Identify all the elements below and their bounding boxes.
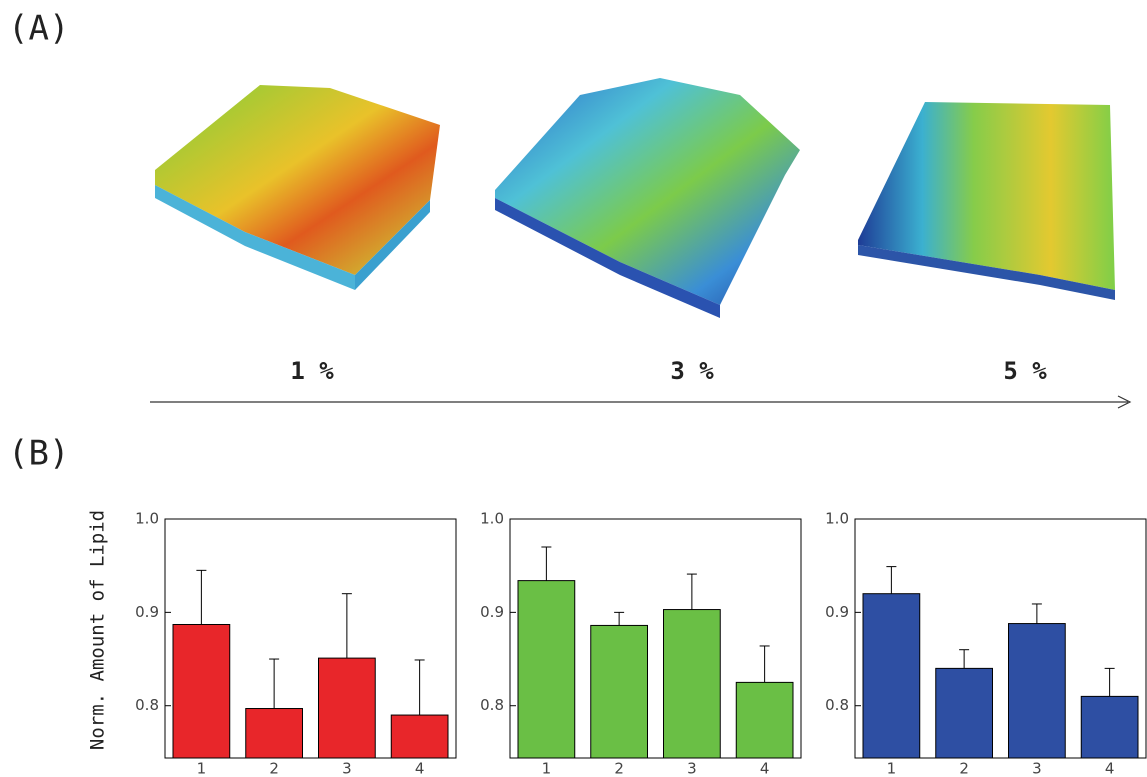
y-tick-label: 0.9 [135, 603, 159, 621]
y-tick-label: 1.0 [480, 510, 504, 528]
figure: (A) 1 % 3 % 5 % (B) Norm. Amount of Lipi… [0, 0, 1147, 777]
bar [518, 581, 575, 758]
x-tick-label: 4 [415, 760, 425, 777]
bar [319, 658, 376, 758]
y-tick-label: 0.8 [825, 696, 849, 714]
concentration-label: 1 % [290, 357, 334, 385]
y-tick-label: 1.0 [825, 510, 849, 528]
bar [1081, 696, 1138, 758]
concentration-label: 3 % [670, 357, 714, 385]
bar [936, 668, 993, 758]
x-tick-label: 3 [1032, 760, 1042, 777]
x-tick-label: 3 [687, 760, 697, 777]
bar [736, 682, 793, 758]
x-tick-label: 4 [1105, 760, 1115, 777]
bar [1009, 624, 1066, 758]
concentration-label: 5 % [1003, 357, 1047, 385]
bar [173, 624, 230, 758]
panel-label: (B) [8, 434, 69, 474]
y-tick-label: 1.0 [135, 510, 159, 528]
panel-label: (A) [8, 9, 69, 49]
bar [391, 715, 448, 758]
y-tick-label: 0.9 [480, 603, 504, 621]
y-tick-label: 0.8 [135, 696, 159, 714]
arrow [150, 396, 1130, 408]
x-tick-label: 4 [760, 760, 770, 777]
x-tick-label: 2 [269, 760, 279, 777]
x-tick-label: 1 [197, 760, 207, 777]
afm-image [858, 102, 1115, 300]
x-tick-label: 2 [614, 760, 624, 777]
x-tick-label: 1 [887, 760, 897, 777]
y-axis-label: Norm. Amount of Lipid [87, 510, 109, 750]
x-tick-label: 1 [542, 760, 552, 777]
x-tick-label: 3 [342, 760, 352, 777]
x-tick-label: 2 [959, 760, 969, 777]
afm-image [495, 78, 800, 318]
bar [664, 610, 721, 758]
bar [863, 594, 920, 758]
y-tick-label: 0.8 [480, 696, 504, 714]
afm-image [155, 85, 440, 290]
bar [591, 625, 648, 758]
y-tick-label: 0.9 [825, 603, 849, 621]
bar [246, 709, 303, 758]
